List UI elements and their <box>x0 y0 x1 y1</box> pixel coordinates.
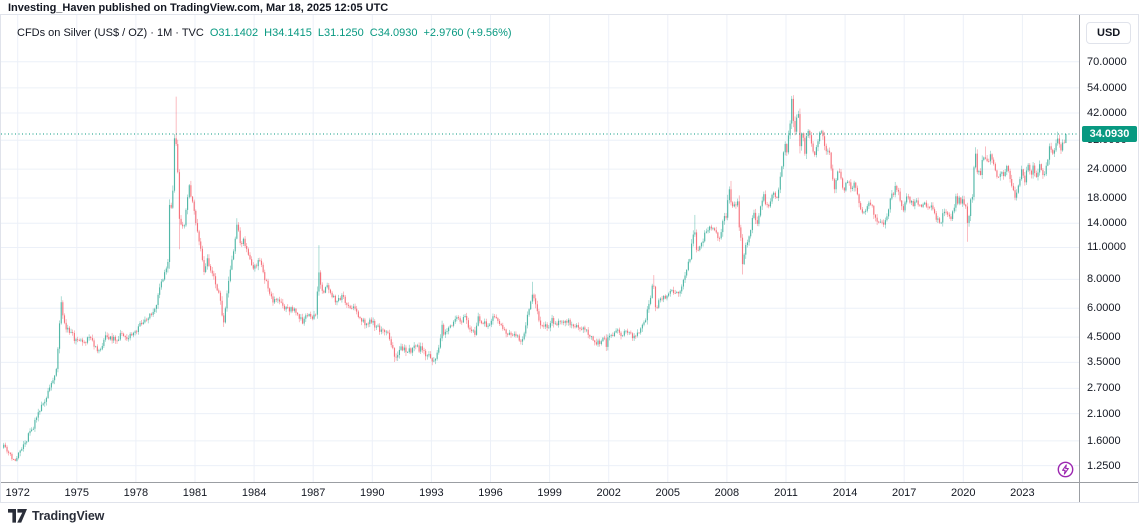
time-tick-label: 1978 <box>123 487 149 499</box>
price-axis[interactable]: USD 70.000054.000042.000032.000024.00001… <box>1079 15 1139 502</box>
ohlc-close-value: C34.0930 <box>369 27 418 39</box>
price-change-value: +2.9760 (+9.56%) <box>423 27 512 39</box>
candlestick-chart <box>1 15 1079 482</box>
lightning-icon <box>1057 461 1074 478</box>
time-tick-label: 2005 <box>655 487 681 499</box>
price-tick-label: 2.7000 <box>1087 382 1121 395</box>
tradingview-logo[interactable]: TradingView <box>8 509 104 523</box>
price-tick-label: 18.0000 <box>1087 192 1127 205</box>
price-tick-label: 1.6000 <box>1087 434 1121 447</box>
price-tick-label: 24.0000 <box>1087 163 1127 176</box>
price-tick-label: 11.0000 <box>1087 241 1126 254</box>
boost-button[interactable] <box>1057 461 1074 478</box>
time-tick-label: 1972 <box>5 487 30 499</box>
ohlc-open-value: O31.1402 <box>209 27 259 39</box>
time-tick-label: 1993 <box>419 487 444 499</box>
price-tick-label: 1.2500 <box>1087 459 1121 472</box>
price-tick-label: 14.0000 <box>1087 217 1127 230</box>
price-tick-label: 4.5000 <box>1087 331 1121 344</box>
footer: TradingView <box>8 509 104 523</box>
tradingview-logo-text: TradingView <box>32 509 105 523</box>
time-tick-label: 1984 <box>241 487 267 499</box>
tradingview-logo-icon <box>8 509 27 523</box>
time-tick-label: 2017 <box>891 487 917 499</box>
price-tick-label: 54.0000 <box>1087 81 1127 94</box>
price-tick-label: 3.5000 <box>1087 356 1121 369</box>
attribution-text: Investing_Haven published on TradingView… <box>8 2 389 14</box>
time-tick-label: 1990 <box>360 487 385 499</box>
time-tick-label: 2014 <box>832 487 858 499</box>
price-chart-canvas[interactable]: CFDs on Silver (US$ / OZ) · 1M · TVC O31.… <box>1 15 1079 482</box>
time-tick-label: 1981 <box>182 487 208 499</box>
time-tick-label: 2011 <box>774 487 798 499</box>
time-tick-label: 1987 <box>300 487 326 499</box>
price-tick-label: 2.1000 <box>1087 407 1121 420</box>
price-tick-label: 70.0000 <box>1087 55 1127 68</box>
time-axis-separator <box>1 482 1138 483</box>
last-price-badge: 34.0930 <box>1082 125 1137 142</box>
time-tick-label: 2008 <box>714 487 740 499</box>
time-tick-label: 2020 <box>951 487 976 499</box>
price-tick-label: 42.0000 <box>1087 107 1127 120</box>
currency-button[interactable]: USD <box>1086 22 1132 44</box>
time-tick-label: 2023 <box>1010 487 1035 499</box>
time-tick-label: 1975 <box>64 487 90 499</box>
ohlc-low-value: L31.1250 <box>317 27 364 39</box>
symbol-description: CFDs on Silver (US$ / OZ) · 1M · TVC <box>17 27 204 39</box>
time-tick-label: 1996 <box>478 487 503 499</box>
time-axis[interactable]: 1972 1975 1978 1981 1984 1987 1990 1993 1996 1999… <box>1 483 1079 502</box>
price-tick-label: 8.0000 <box>1087 273 1121 286</box>
price-tick-label: 6.0000 <box>1087 302 1121 315</box>
chart-widget: CFDs on Silver (US$ / OZ) · 1M · TVC O31.… <box>0 14 1139 503</box>
ohlc-high-value: H34.1415 <box>264 27 312 39</box>
time-tick-label: 2002 <box>596 487 621 499</box>
chart-legend: CFDs on Silver (US$ / OZ) · 1M · TVC O31.… <box>17 27 512 39</box>
time-tick-label: 1999 <box>537 487 562 499</box>
